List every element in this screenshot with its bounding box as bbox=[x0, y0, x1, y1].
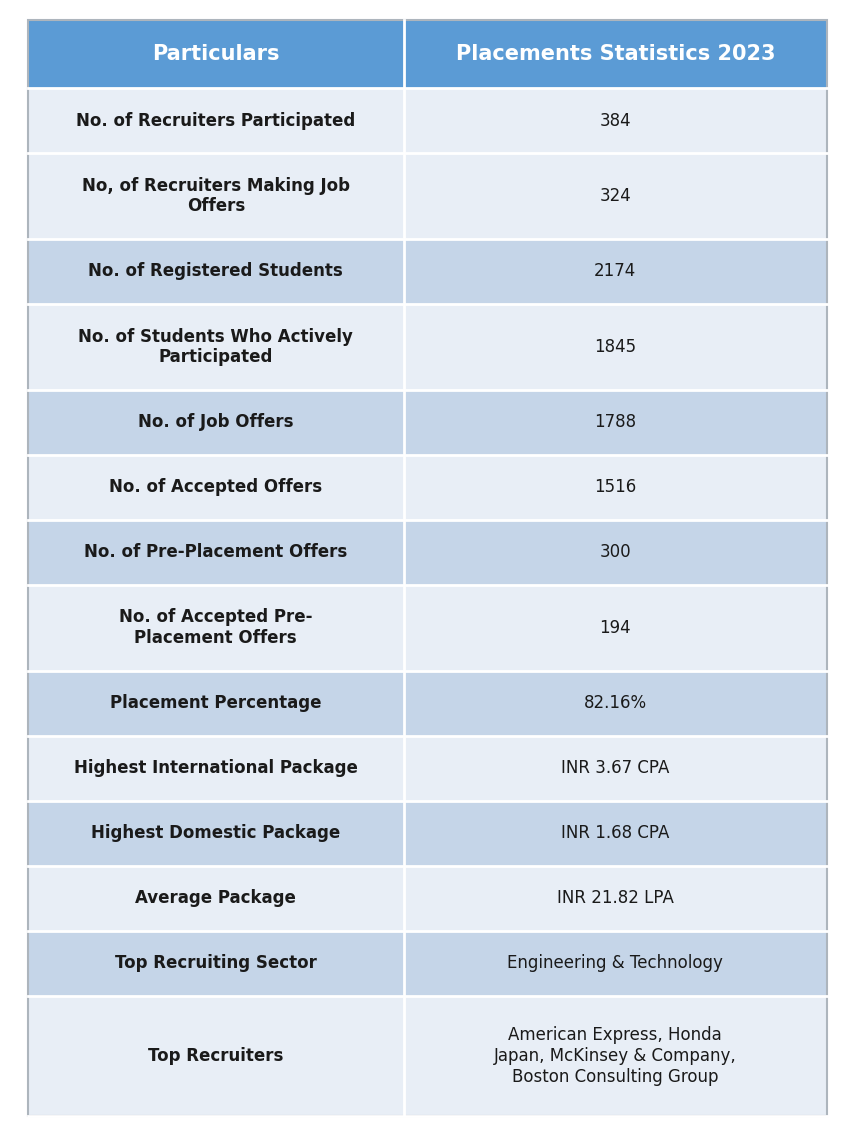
Bar bbox=[28, 801, 404, 866]
Bar bbox=[28, 995, 404, 1116]
Text: INR 21.82 LPA: INR 21.82 LPA bbox=[557, 889, 674, 907]
Bar bbox=[28, 153, 404, 239]
Bar bbox=[404, 520, 827, 585]
Text: 194: 194 bbox=[599, 619, 631, 636]
Text: 1788: 1788 bbox=[594, 414, 636, 432]
Text: 82.16%: 82.16% bbox=[584, 694, 647, 712]
Bar bbox=[28, 89, 404, 153]
Text: 1845: 1845 bbox=[594, 337, 636, 356]
Text: Placement Percentage: Placement Percentage bbox=[110, 694, 321, 712]
Bar bbox=[28, 866, 404, 930]
Bar bbox=[404, 736, 827, 801]
Text: Highest International Package: Highest International Package bbox=[74, 759, 357, 777]
Text: 1516: 1516 bbox=[594, 478, 636, 496]
Text: Top Recruiting Sector: Top Recruiting Sector bbox=[115, 954, 316, 972]
Bar bbox=[28, 930, 404, 995]
Bar bbox=[404, 153, 827, 239]
Bar bbox=[404, 89, 827, 153]
Bar bbox=[404, 585, 827, 670]
Bar bbox=[28, 670, 404, 736]
Text: Engineering & Technology: Engineering & Technology bbox=[507, 954, 723, 972]
Bar bbox=[404, 801, 827, 866]
Text: No. of Pre-Placement Offers: No. of Pre-Placement Offers bbox=[84, 543, 347, 561]
Bar bbox=[404, 930, 827, 995]
Bar bbox=[28, 20, 404, 89]
Bar bbox=[404, 866, 827, 930]
Text: No, of Recruiters Making Job
Offers: No, of Recruiters Making Job Offers bbox=[82, 176, 350, 216]
Text: Average Package: Average Package bbox=[135, 889, 296, 907]
Bar bbox=[404, 454, 827, 520]
Text: No. of Accepted Pre-
Placement Offers: No. of Accepted Pre- Placement Offers bbox=[119, 608, 313, 648]
Bar bbox=[28, 585, 404, 670]
Text: 2174: 2174 bbox=[594, 262, 636, 281]
Text: No. of Recruiters Participated: No. of Recruiters Participated bbox=[76, 111, 356, 130]
Bar bbox=[28, 304, 404, 390]
Text: American Express, Honda
Japan, McKinsey & Company,
Boston Consulting Group: American Express, Honda Japan, McKinsey … bbox=[494, 1026, 737, 1086]
Bar bbox=[404, 20, 827, 89]
Bar bbox=[404, 390, 827, 454]
Text: No. of Registered Students: No. of Registered Students bbox=[88, 262, 343, 281]
Bar bbox=[28, 736, 404, 801]
Bar bbox=[28, 520, 404, 585]
Bar bbox=[404, 995, 827, 1116]
Text: Highest Domestic Package: Highest Domestic Package bbox=[91, 824, 340, 842]
Bar bbox=[404, 670, 827, 736]
Text: No. of Job Offers: No. of Job Offers bbox=[138, 414, 293, 432]
Text: 300: 300 bbox=[599, 543, 631, 561]
Bar bbox=[28, 454, 404, 520]
Text: INR 3.67 CPA: INR 3.67 CPA bbox=[561, 759, 669, 777]
Bar bbox=[404, 304, 827, 390]
Bar bbox=[28, 390, 404, 454]
Text: Placements Statistics 2023: Placements Statistics 2023 bbox=[456, 44, 775, 64]
Text: INR 1.68 CPA: INR 1.68 CPA bbox=[561, 824, 669, 842]
Bar bbox=[28, 239, 404, 304]
Text: Particulars: Particulars bbox=[152, 44, 280, 64]
Text: Top Recruiters: Top Recruiters bbox=[148, 1046, 284, 1064]
Text: No. of Students Who Actively
Participated: No. of Students Who Actively Participate… bbox=[79, 327, 353, 366]
Text: 324: 324 bbox=[599, 187, 631, 204]
Text: No. of Accepted Offers: No. of Accepted Offers bbox=[109, 478, 322, 496]
Bar bbox=[404, 239, 827, 304]
Text: 384: 384 bbox=[599, 111, 631, 130]
